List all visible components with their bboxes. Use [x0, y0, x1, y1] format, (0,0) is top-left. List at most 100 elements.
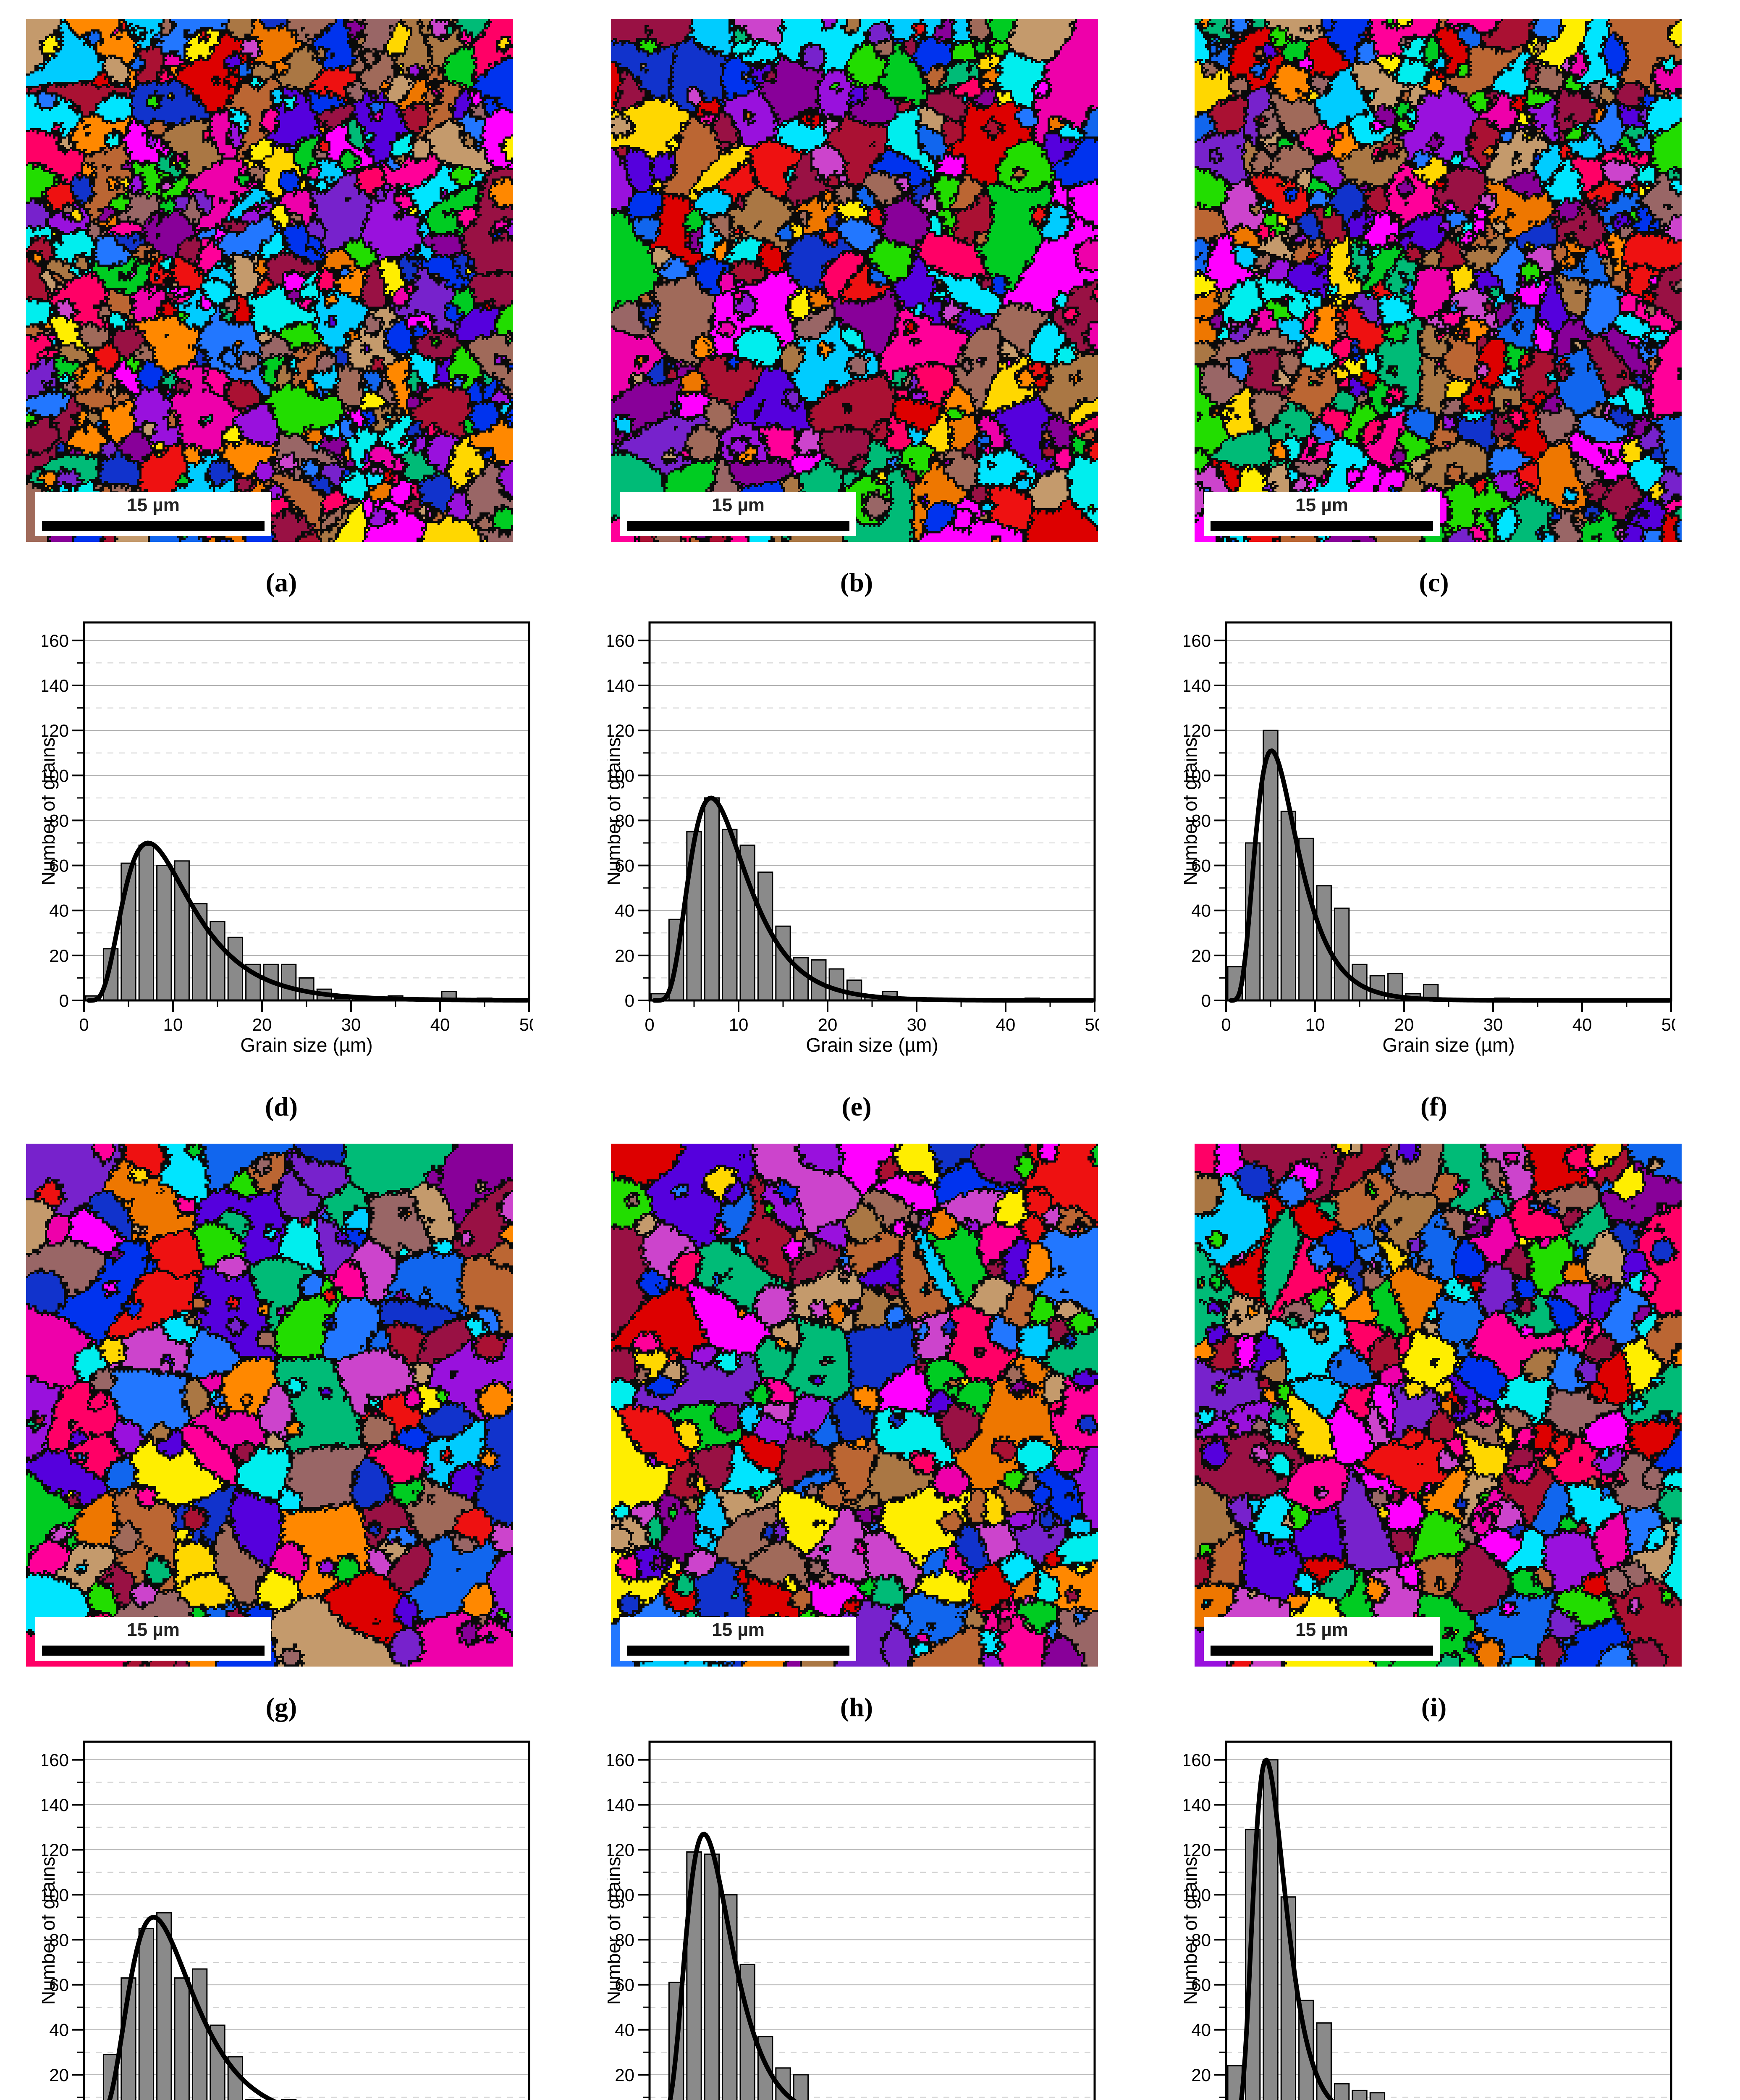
ebsd-map-panel-b: 15 µm: [611, 19, 1098, 542]
bars: [85, 844, 493, 1001]
x-tick-label: 50: [519, 1015, 533, 1034]
x-axis: 0 10 20 30 40 50 Grain size (µm): [79, 1000, 539, 1056]
y-tick-label: 80: [49, 811, 69, 830]
x-tick-label: 30: [341, 1015, 361, 1034]
plot-frame: [1225, 1740, 1672, 2100]
y-tick-label: 0: [59, 991, 69, 1011]
bar-bin-9: [156, 1912, 172, 2100]
y-tick-label: 120: [42, 1840, 69, 1860]
scale-bar: 15 µm: [620, 1617, 856, 1661]
fit-curve: [668, 1832, 797, 2100]
fit-curve: [107, 1915, 277, 2100]
y-tick-label: 160: [608, 1750, 634, 1770]
x-tick-label: 20: [252, 1015, 272, 1034]
scale-bar: 15 µm: [35, 1617, 271, 1661]
histogram-panel-f: 0 10 20 30 40 50 Grain size (µm) 0 20 40 60 80 100 12…: [1179, 617, 1681, 1063]
panel-caption-h: (h): [840, 1692, 873, 1722]
ebsd-map-a: [26, 19, 513, 542]
scale-bar-label: 15 µm: [712, 495, 765, 515]
fit-curve: [652, 795, 1095, 1003]
y-axis-label: Number of grains: [608, 1857, 624, 2005]
bar-bin-15: [1352, 2090, 1368, 2100]
y-tick-label: 100: [608, 766, 634, 785]
histogram-e: 0 10 20 30 40 50 Grain size (µm) 0 20 40 60 80 100 12…: [603, 621, 1104, 1056]
x-tick-label: 0: [645, 1015, 654, 1034]
bars: [102, 1912, 297, 2100]
y-tick-label: 120: [608, 721, 634, 740]
y-tick-label: 160: [42, 1750, 69, 1770]
y-tick-label: 140: [608, 676, 634, 696]
scale-bar: 15 µm: [1204, 492, 1440, 536]
ebsd-map-b: [611, 19, 1098, 542]
histogram-d: 0 10 20 30 40 50 Grain size (µm) 0 20 40 60 80 100 12…: [37, 621, 539, 1056]
y-tick-label: 60: [1191, 1975, 1211, 1995]
y-tick-label: 160: [42, 631, 69, 651]
y-tick-label: 140: [42, 676, 69, 696]
bar-bin-17: [1369, 975, 1386, 1001]
y-tick-label: 40: [49, 901, 69, 921]
y-tick-label: 80: [615, 811, 634, 830]
bar-bin-11: [174, 860, 190, 1001]
y-tick-label: 60: [1191, 856, 1211, 876]
bar-bin-15: [775, 925, 791, 1001]
y-tick-label: 120: [608, 1840, 634, 1860]
y-axis-label: Number of grains: [42, 738, 59, 886]
y-tick-label: 60: [615, 1975, 634, 1995]
y-axis-label: Number of grains: [1184, 1857, 1201, 2005]
histogram-f: 0 10 20 30 40 50 Grain size (µm) 0 20 40 60 80 100 12…: [1179, 621, 1681, 1056]
bars: [668, 1851, 809, 2100]
x-axis: 0 10 20 30 40 50 Grain size (µm): [645, 1000, 1104, 1056]
ebsd-map-panel-c: 15 µm: [1195, 19, 1682, 542]
y-tick-label: 40: [49, 2020, 69, 2040]
x-tick-label: 10: [729, 1015, 749, 1034]
x-tick-label: 50: [1085, 1015, 1099, 1034]
y-tick-label: 40: [1191, 901, 1211, 921]
y-tick-label: 0: [1201, 991, 1211, 1011]
gridlines: [84, 640, 529, 979]
bar-bin-5: [686, 831, 702, 1001]
y-tick-label: 160: [1184, 1750, 1211, 1770]
x-tick-label: 30: [1483, 1015, 1503, 1034]
scale-bar-label: 15 µm: [1295, 1620, 1348, 1640]
y-tick-label: 60: [49, 1975, 69, 1995]
y-tick-label: 20: [1191, 946, 1211, 966]
histogram-j: 01020304050Grain size (µm)02040608010012…: [37, 1740, 530, 2100]
y-tick-label: 100: [1184, 766, 1211, 785]
x-tick-label: 20: [818, 1015, 838, 1034]
x-tick-label: 50: [1661, 1015, 1675, 1034]
y-axis-label: Number of grains: [42, 1857, 59, 2005]
scale-bar-line: [627, 521, 849, 531]
histogram-panel-j: 01020304050Grain size (µm)02040608010012…: [37, 1737, 533, 2100]
bar-bin-23: [846, 979, 862, 1001]
y-tick-label: 60: [49, 856, 69, 876]
bar-bin-21: [828, 968, 844, 1001]
plot-frame: [83, 1740, 530, 2100]
scale-bar-label: 15 µm: [712, 1620, 765, 1640]
panel-caption-b: (b): [840, 567, 873, 597]
y-tick-label: 0: [625, 991, 634, 1011]
bar-bin-17: [1369, 2092, 1386, 2100]
y-tick-label: 100: [42, 1885, 69, 1905]
bar-bin-17: [227, 937, 244, 1001]
scale-bar-label: 15 µm: [127, 495, 180, 515]
panel-caption-c: (c): [1419, 567, 1449, 597]
y-tick-label: 40: [1191, 2020, 1211, 2040]
panel-caption-f: (f): [1420, 1092, 1447, 1121]
bars: [1227, 1759, 1386, 2100]
y-tick-label: 140: [608, 1795, 634, 1815]
y-tick-label: 20: [1191, 2065, 1211, 2085]
y-tick-label: 20: [615, 946, 634, 966]
panel-caption-g: (g): [265, 1692, 297, 1722]
x-tick-label: 10: [163, 1015, 183, 1034]
y-tick-label: 160: [1184, 631, 1211, 651]
y-tick-label: 60: [615, 856, 634, 876]
bar-bin-7: [704, 1853, 720, 2100]
panel-caption-i: (i): [1421, 1692, 1447, 1722]
bar-bin-7: [1280, 811, 1297, 1001]
panel-caption-e: (e): [841, 1092, 872, 1121]
